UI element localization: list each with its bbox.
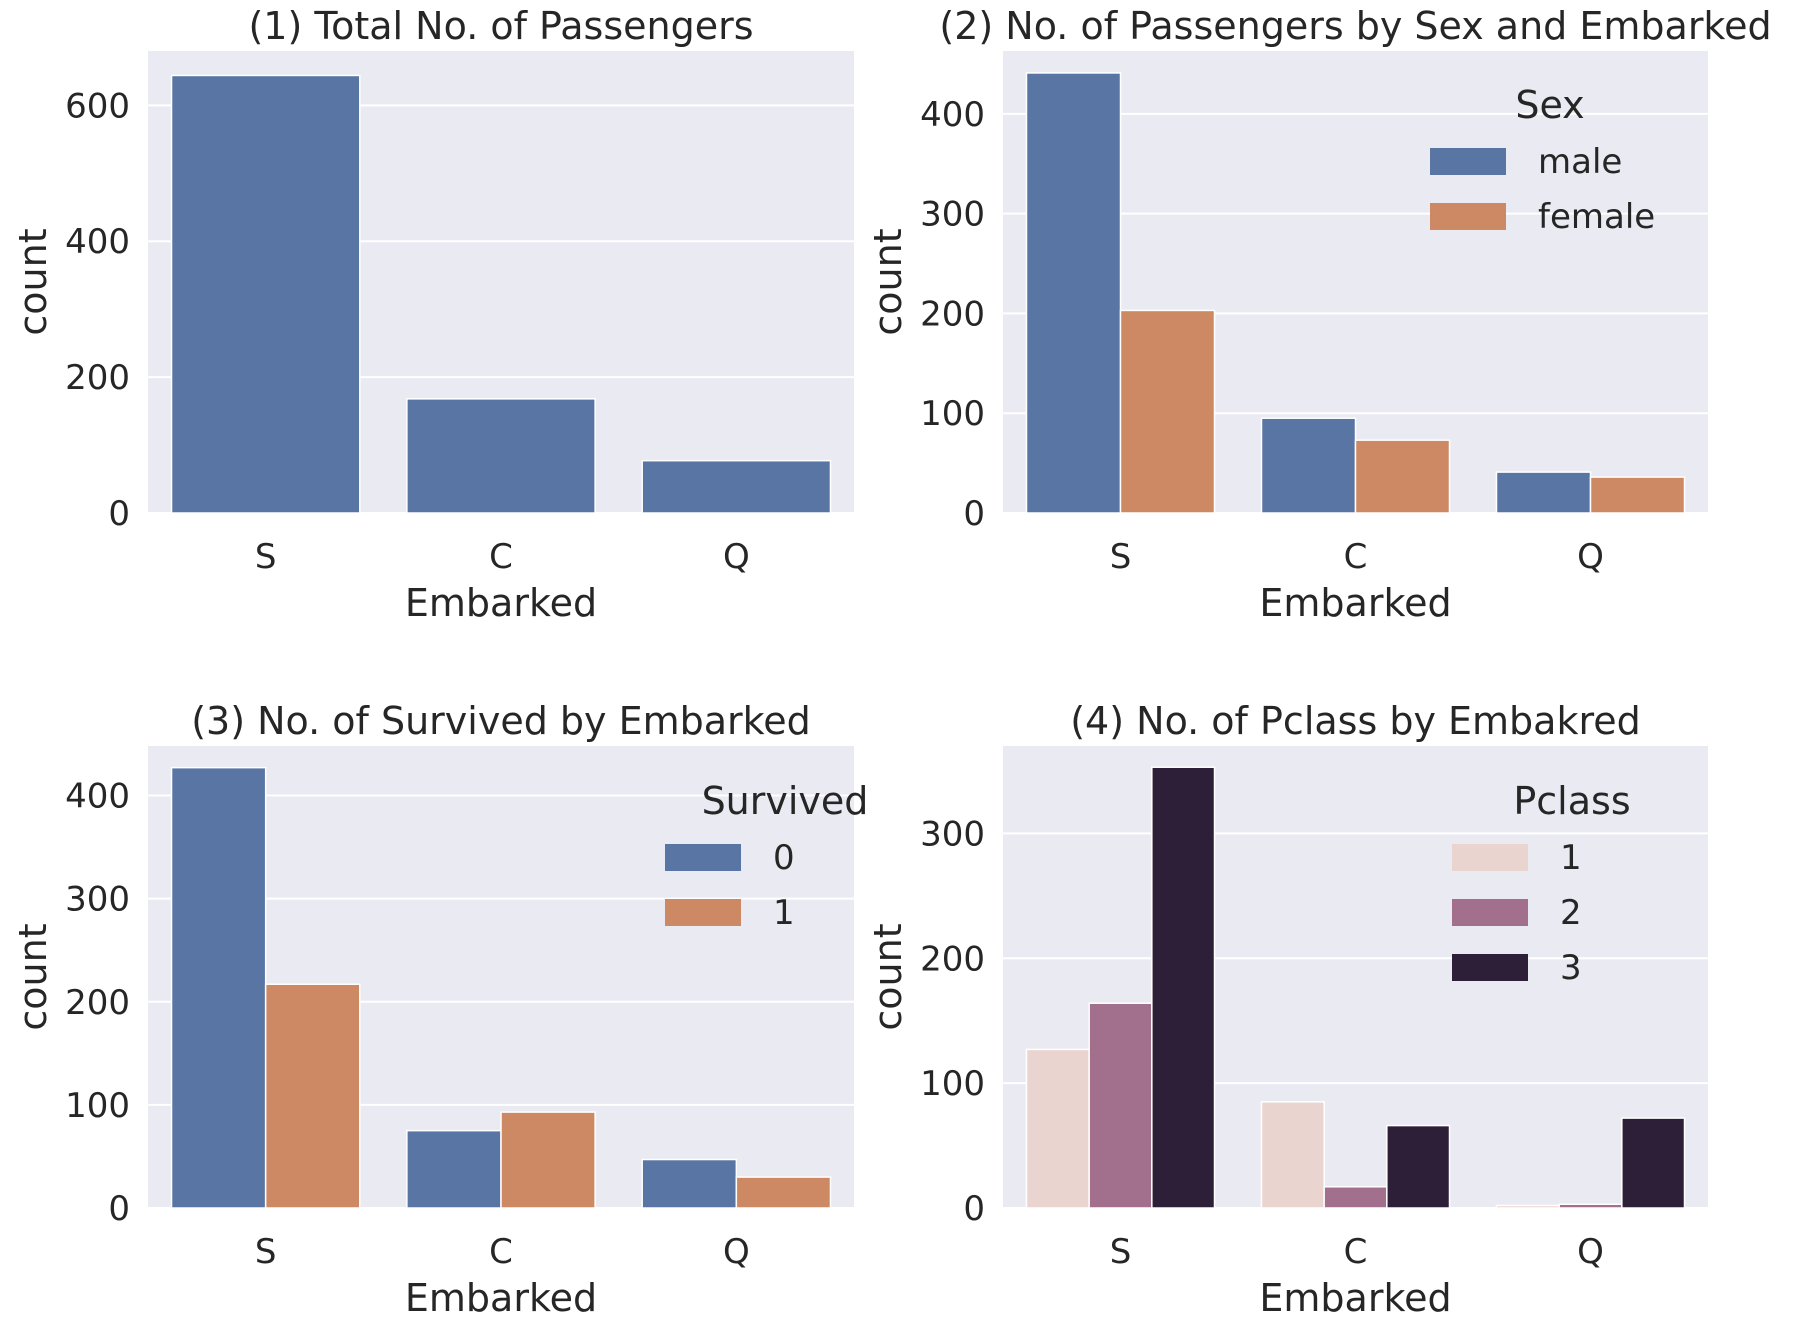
bar-C-series-female [1354,439,1451,514]
bar-C-series-3 [1386,1124,1451,1209]
bar-S [170,74,361,514]
legend-entry: 0 [773,838,795,878]
subplot-passengers-by-sex: 0 100 200 300 400 S C Q Embarked count (2) No. of … [866,4,1772,625]
y-tick-label: 300 [920,814,985,854]
legend-entry: 1 [773,893,795,933]
x-tick-label: Q [1577,537,1604,577]
y-tick-label: 200 [920,939,985,979]
subplot-total-passengers: 0 200 400 600 S C Q Embarked count (1) Total No. … [11,4,854,625]
bar-S-series-1 [1025,1048,1090,1209]
y-tick-label: 0 [963,494,985,534]
y-tick-label: 400 [920,95,985,135]
x-tick-label: C [489,537,513,577]
bar-Q-series-male [1495,471,1592,514]
bar-C-series-0 [406,1129,502,1209]
subplot-pclass-by-embarked: 0 100 200 300 S C Q Embarked count (4) No. of Pcl… [866,699,1708,1317]
bar-Q-series-1 [1495,1204,1560,1209]
y-axis-label: count [866,923,910,1030]
legend-entry: female [1538,197,1655,237]
x-axis-label: Embarked [1259,581,1451,625]
chart-title: (2) No. of Passengers by Sex and Embarke… [939,4,1771,48]
x-tick-label: S [255,1232,277,1272]
subplot-survived-by-embarked: 0 100 200 300 400 S C Q Embarked count (3) No. of … [11,699,868,1317]
bar-S-series-1 [264,983,361,1209]
y-tick-label: 300 [920,195,985,235]
bar-S-series-0 [170,766,267,1209]
chart-title: (3) No. of Survived by Embarked [191,699,811,743]
legend-entry: male [1538,142,1622,182]
x-axis-label: Embarked [405,581,597,625]
y-tick-label: 400 [65,222,130,262]
bar-Q-series-3 [1621,1117,1686,1209]
legend-title: Survived [702,779,869,823]
y-tick-label: 0 [963,1189,985,1229]
x-tick-label: Q [723,537,750,577]
y-tick-label: 300 [65,880,130,920]
x-tick-label: S [255,537,277,577]
bar-S-series-female [1119,309,1216,514]
x-tick-label: C [1344,537,1368,577]
bar-Q-series-female [1589,476,1686,514]
bar-Q-series-2 [1558,1203,1623,1209]
bar-C-series-male [1260,417,1357,514]
x-tick-label: C [489,1232,513,1272]
bar-S-series-male [1025,72,1122,514]
bar-Q [641,459,832,514]
legend-title: Sex [1515,83,1584,127]
y-axis-label: count [866,228,910,335]
x-axis-label: Embarked [405,1276,597,1317]
y-tick-label: 200 [920,294,985,334]
legend-entry: 2 [1560,893,1582,933]
y-tick-label: 100 [920,1064,985,1104]
bar-S-series-3 [1151,766,1216,1209]
chart-title: (1) Total No. of Passengers [248,4,753,48]
legend-swatch [1430,203,1506,230]
x-tick-label: S [1110,537,1132,577]
legend-swatch [1452,899,1528,926]
y-axis-label: count [11,923,55,1030]
legend-swatch [665,844,741,871]
legend-entry: 3 [1560,948,1582,988]
bar-Q-series-0 [641,1158,738,1209]
bar-C-series-2 [1323,1186,1388,1209]
y-tick-label: 200 [65,983,130,1023]
legend: Sex male female [1430,83,1655,237]
y-tick-label: 0 [108,494,130,534]
legend-swatch [1430,148,1506,175]
bar-S-series-2 [1088,1002,1153,1209]
y-tick-label: 600 [65,86,130,126]
bar-C [406,398,596,514]
legend-entry: 1 [1560,838,1582,878]
chart-title: (4) No. of Pclass by Embakred [1070,699,1641,743]
legend-swatch [665,899,741,926]
legend-swatch [1452,844,1528,871]
x-tick-label: C [1344,1232,1368,1272]
y-tick-label: 100 [920,394,985,434]
legend-title: Pclass [1513,779,1630,823]
bar-Q-series-1 [735,1176,832,1209]
x-tick-label: S [1110,1232,1132,1272]
y-axis-label: count [11,228,55,335]
y-tick-label: 200 [65,358,130,398]
y-tick-label: 100 [65,1086,130,1126]
x-tick-label: Q [1577,1232,1604,1272]
legend: Survived 0 1 [665,779,868,933]
y-tick-label: 0 [108,1189,130,1229]
legend: Pclass 1 2 3 [1452,779,1631,988]
legend-swatch [1452,954,1528,981]
bar-C-series-1 [500,1111,596,1209]
y-tick-label: 400 [65,777,130,817]
x-tick-label: Q [723,1232,750,1272]
x-axis-label: Embarked [1259,1276,1451,1317]
bar-C-series-1 [1260,1101,1325,1209]
